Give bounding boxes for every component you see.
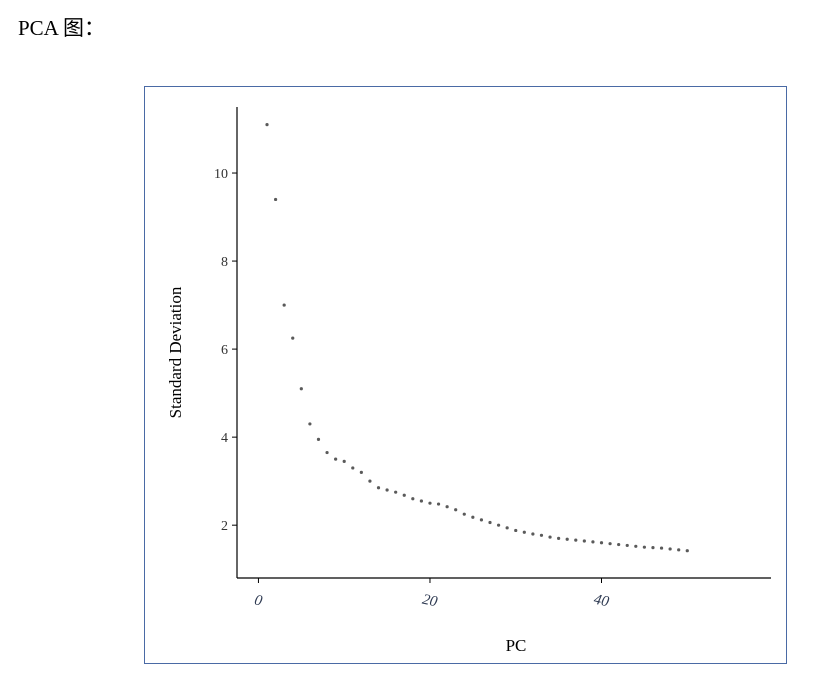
data-point bbox=[334, 457, 338, 461]
data-point bbox=[599, 541, 604, 545]
data-point bbox=[574, 538, 578, 542]
data-point bbox=[479, 518, 484, 522]
data-point bbox=[659, 546, 664, 550]
data-point bbox=[273, 197, 278, 202]
data-point bbox=[496, 523, 501, 527]
x-tick-label: 0 bbox=[253, 592, 264, 609]
data-point bbox=[325, 450, 329, 455]
data-point bbox=[291, 336, 295, 340]
y-tick-label: 10 bbox=[214, 167, 228, 182]
data-point bbox=[376, 486, 381, 490]
x-tick-label: 20 bbox=[421, 592, 439, 611]
scatter-chart: 2 4 6 8 10 0 20 40 Standard Deviation PC bbox=[166, 107, 771, 655]
data-point bbox=[625, 543, 629, 548]
data-point bbox=[359, 470, 363, 474]
data-point bbox=[471, 515, 475, 519]
data-point bbox=[505, 526, 509, 530]
page-caption: PCA 图： bbox=[18, 16, 105, 40]
data-point bbox=[394, 490, 398, 494]
data-points bbox=[265, 123, 689, 553]
data-point bbox=[368, 479, 372, 483]
data-point bbox=[677, 548, 681, 552]
data-point bbox=[591, 540, 595, 544]
data-point bbox=[651, 546, 655, 550]
data-point bbox=[488, 520, 492, 525]
data-point bbox=[462, 512, 466, 516]
data-point bbox=[282, 303, 286, 307]
data-point bbox=[454, 508, 458, 512]
data-point bbox=[668, 547, 672, 551]
data-point bbox=[608, 542, 612, 546]
data-point bbox=[428, 501, 432, 505]
y-axis-title: Standard Deviation bbox=[166, 286, 185, 418]
x-tick-label: 40 bbox=[592, 592, 610, 611]
data-point bbox=[299, 387, 303, 391]
data-point bbox=[419, 499, 423, 503]
data-point bbox=[565, 537, 569, 541]
y-ticks: 2 4 6 8 10 bbox=[214, 167, 237, 534]
data-point bbox=[531, 532, 535, 536]
axes bbox=[236, 107, 771, 579]
data-point bbox=[522, 530, 526, 534]
data-point bbox=[316, 437, 321, 441]
data-point bbox=[557, 536, 561, 540]
y-tick-label: 6 bbox=[221, 343, 228, 358]
data-point bbox=[634, 544, 638, 548]
data-point bbox=[436, 502, 441, 506]
data-point bbox=[617, 542, 621, 547]
data-point bbox=[642, 545, 646, 549]
data-point bbox=[308, 422, 312, 426]
x-ticks: 0 20 40 bbox=[253, 578, 611, 610]
y-tick-label: 2 bbox=[221, 519, 228, 534]
data-point bbox=[402, 493, 406, 497]
data-point bbox=[539, 533, 544, 537]
x-axis-title: PC bbox=[506, 636, 527, 655]
data-point bbox=[548, 535, 552, 539]
data-point bbox=[265, 123, 269, 127]
y-tick-label: 4 bbox=[221, 431, 228, 446]
data-point bbox=[445, 505, 449, 509]
chart-frame: 2 4 6 8 10 0 20 40 Standard Deviation PC bbox=[144, 86, 787, 664]
data-point bbox=[411, 497, 415, 501]
data-point bbox=[385, 488, 389, 492]
data-point bbox=[514, 528, 518, 533]
data-point bbox=[582, 539, 586, 543]
data-point bbox=[351, 466, 355, 470]
y-tick-label: 8 bbox=[221, 255, 228, 270]
data-point bbox=[342, 459, 346, 463]
data-point bbox=[685, 549, 689, 553]
